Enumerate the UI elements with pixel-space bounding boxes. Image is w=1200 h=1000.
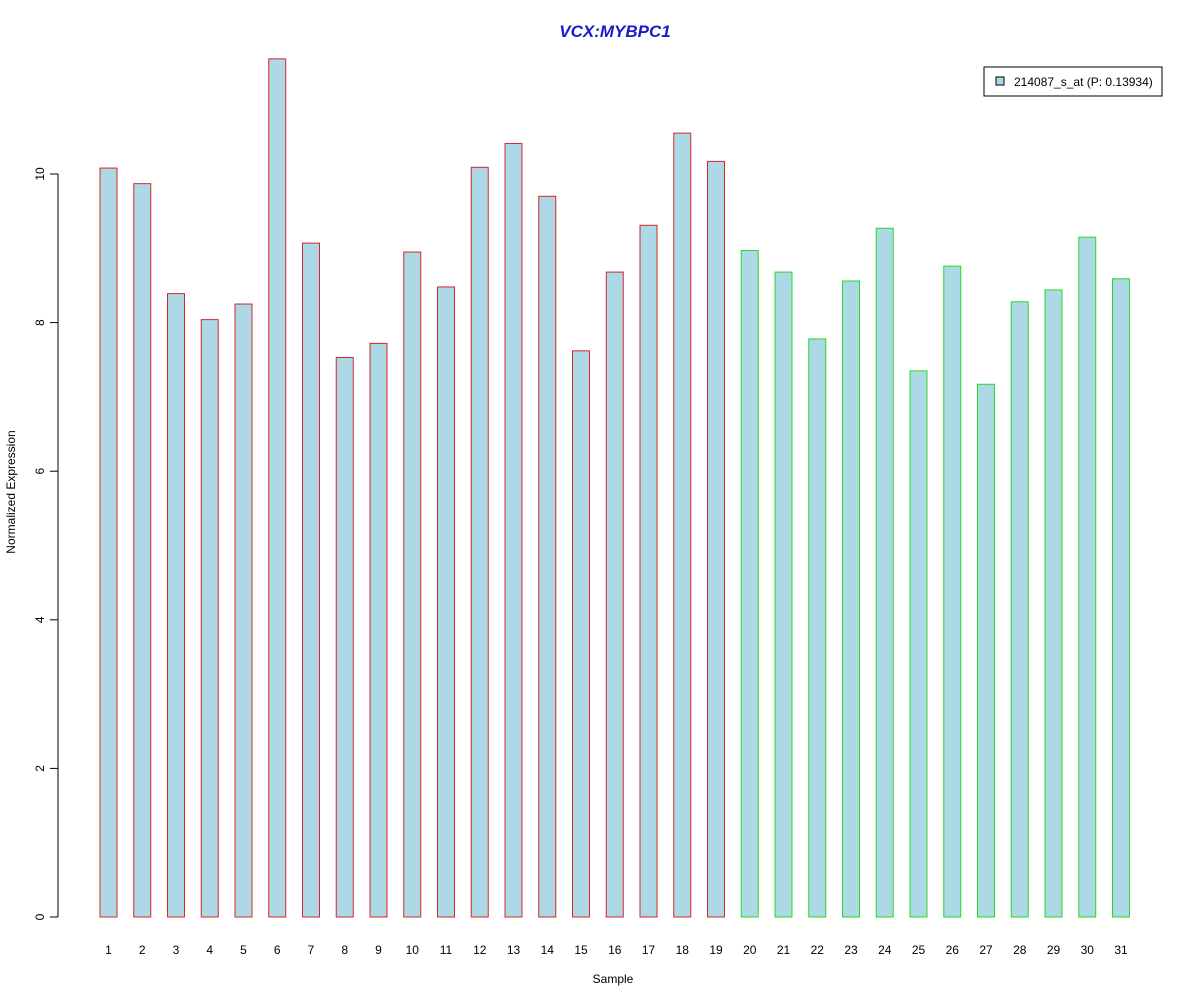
y-tick-label: 6	[33, 468, 47, 475]
bar-sample-12	[470, 166, 489, 918]
bar-sample-16	[605, 271, 624, 918]
bar-sample-7	[302, 242, 320, 918]
bar-sample-4	[200, 319, 219, 918]
x-tick-label: 26	[946, 943, 960, 957]
bar-sample-21	[774, 271, 793, 918]
x-tick-label: 6	[274, 943, 281, 957]
bar-sample-5	[234, 303, 253, 918]
x-tick-label: 29	[1047, 943, 1061, 957]
y-axis: 0 2 4 6 8 10	[33, 167, 59, 920]
y-tick-label: 2	[33, 765, 47, 772]
x-tick-label: 21	[777, 943, 791, 957]
x-tick-label: 30	[1081, 943, 1095, 957]
x-tick-label: 17	[642, 943, 656, 957]
legend-box	[983, 66, 1163, 97]
x-tick-label: 20	[743, 943, 757, 957]
bar-sample-17	[639, 224, 658, 918]
x-tick-label: 9	[375, 943, 382, 957]
bar-sample-20	[740, 250, 759, 918]
bar-sample-22	[808, 338, 827, 918]
bar-sample-26	[943, 265, 962, 918]
legend: 214087_s_at (P: 0.13934)	[983, 66, 1163, 97]
bars	[99, 58, 1130, 918]
x-tick-label: 28	[1013, 943, 1027, 957]
bar-sample-23	[842, 280, 860, 918]
x-tick-label: 12	[473, 943, 487, 957]
x-tick-label: 22	[811, 943, 825, 957]
bar-sample-29	[1044, 289, 1063, 918]
bar-sample-30	[1078, 236, 1097, 918]
x-tick-label: 5	[240, 943, 247, 957]
x-axis-label: Sample	[593, 972, 634, 986]
bar-sample-2	[133, 183, 152, 918]
x-tick-label: 19	[709, 943, 723, 957]
bar-sample-31	[1112, 278, 1130, 918]
bar-sample-14	[538, 195, 557, 918]
bar-sample-11	[437, 286, 455, 918]
bar-sample-6	[268, 58, 287, 918]
bar-sample-10	[403, 251, 422, 918]
x-tick-label: 27	[979, 943, 993, 957]
x-tick-label: 16	[608, 943, 622, 957]
x-tick-label: 3	[173, 943, 180, 957]
bar-sample-28	[1010, 301, 1029, 918]
x-tick-label: 31	[1114, 943, 1128, 957]
bar-sample-13	[504, 143, 523, 918]
x-tick-label: 2	[139, 943, 146, 957]
bar-sample-25	[909, 370, 928, 918]
x-tick-label: 23	[844, 943, 858, 957]
y-tick-label: 4	[33, 616, 47, 623]
bar-sample-8	[335, 357, 354, 918]
chart-title: VCX:MYBPC1	[559, 22, 670, 41]
x-tick-label: 18	[676, 943, 690, 957]
bar-sample-9	[369, 342, 388, 918]
legend-label: 214087_s_at (P: 0.13934)	[1014, 75, 1153, 89]
x-tick-label: 24	[878, 943, 892, 957]
y-tick-label: 8	[33, 319, 47, 326]
x-tick-label: 11	[440, 943, 453, 957]
bar-sample-1	[99, 167, 118, 918]
x-tick-labels: 1 2 3 4 5 6 7 8 9 10 11 12 13 14 15 16 17 18 19 20 21 22 23 24 2…	[105, 943, 1128, 957]
x-tick-label: 14	[541, 943, 555, 957]
y-axis-label: Normalized Expression	[4, 430, 18, 553]
y-tick-label: 0	[33, 913, 47, 920]
x-tick-label: 1	[105, 943, 112, 957]
x-tick-label: 25	[912, 943, 926, 957]
x-tick-label: 4	[206, 943, 213, 957]
x-tick-label: 7	[308, 943, 315, 957]
bar-sample-18	[673, 132, 692, 918]
y-tick-label: 10	[33, 167, 47, 181]
x-tick-label: 15	[574, 943, 588, 957]
legend-swatch	[995, 76, 1005, 86]
x-tick-label: 13	[507, 943, 521, 957]
bar-sample-27	[977, 383, 995, 918]
x-tick-label: 8	[341, 943, 348, 957]
bar-sample-3	[167, 293, 185, 918]
x-tick-label: 10	[406, 943, 420, 957]
bar-sample-24	[875, 227, 894, 918]
bar-sample-15	[572, 350, 590, 918]
bar-sample-19	[707, 160, 725, 918]
